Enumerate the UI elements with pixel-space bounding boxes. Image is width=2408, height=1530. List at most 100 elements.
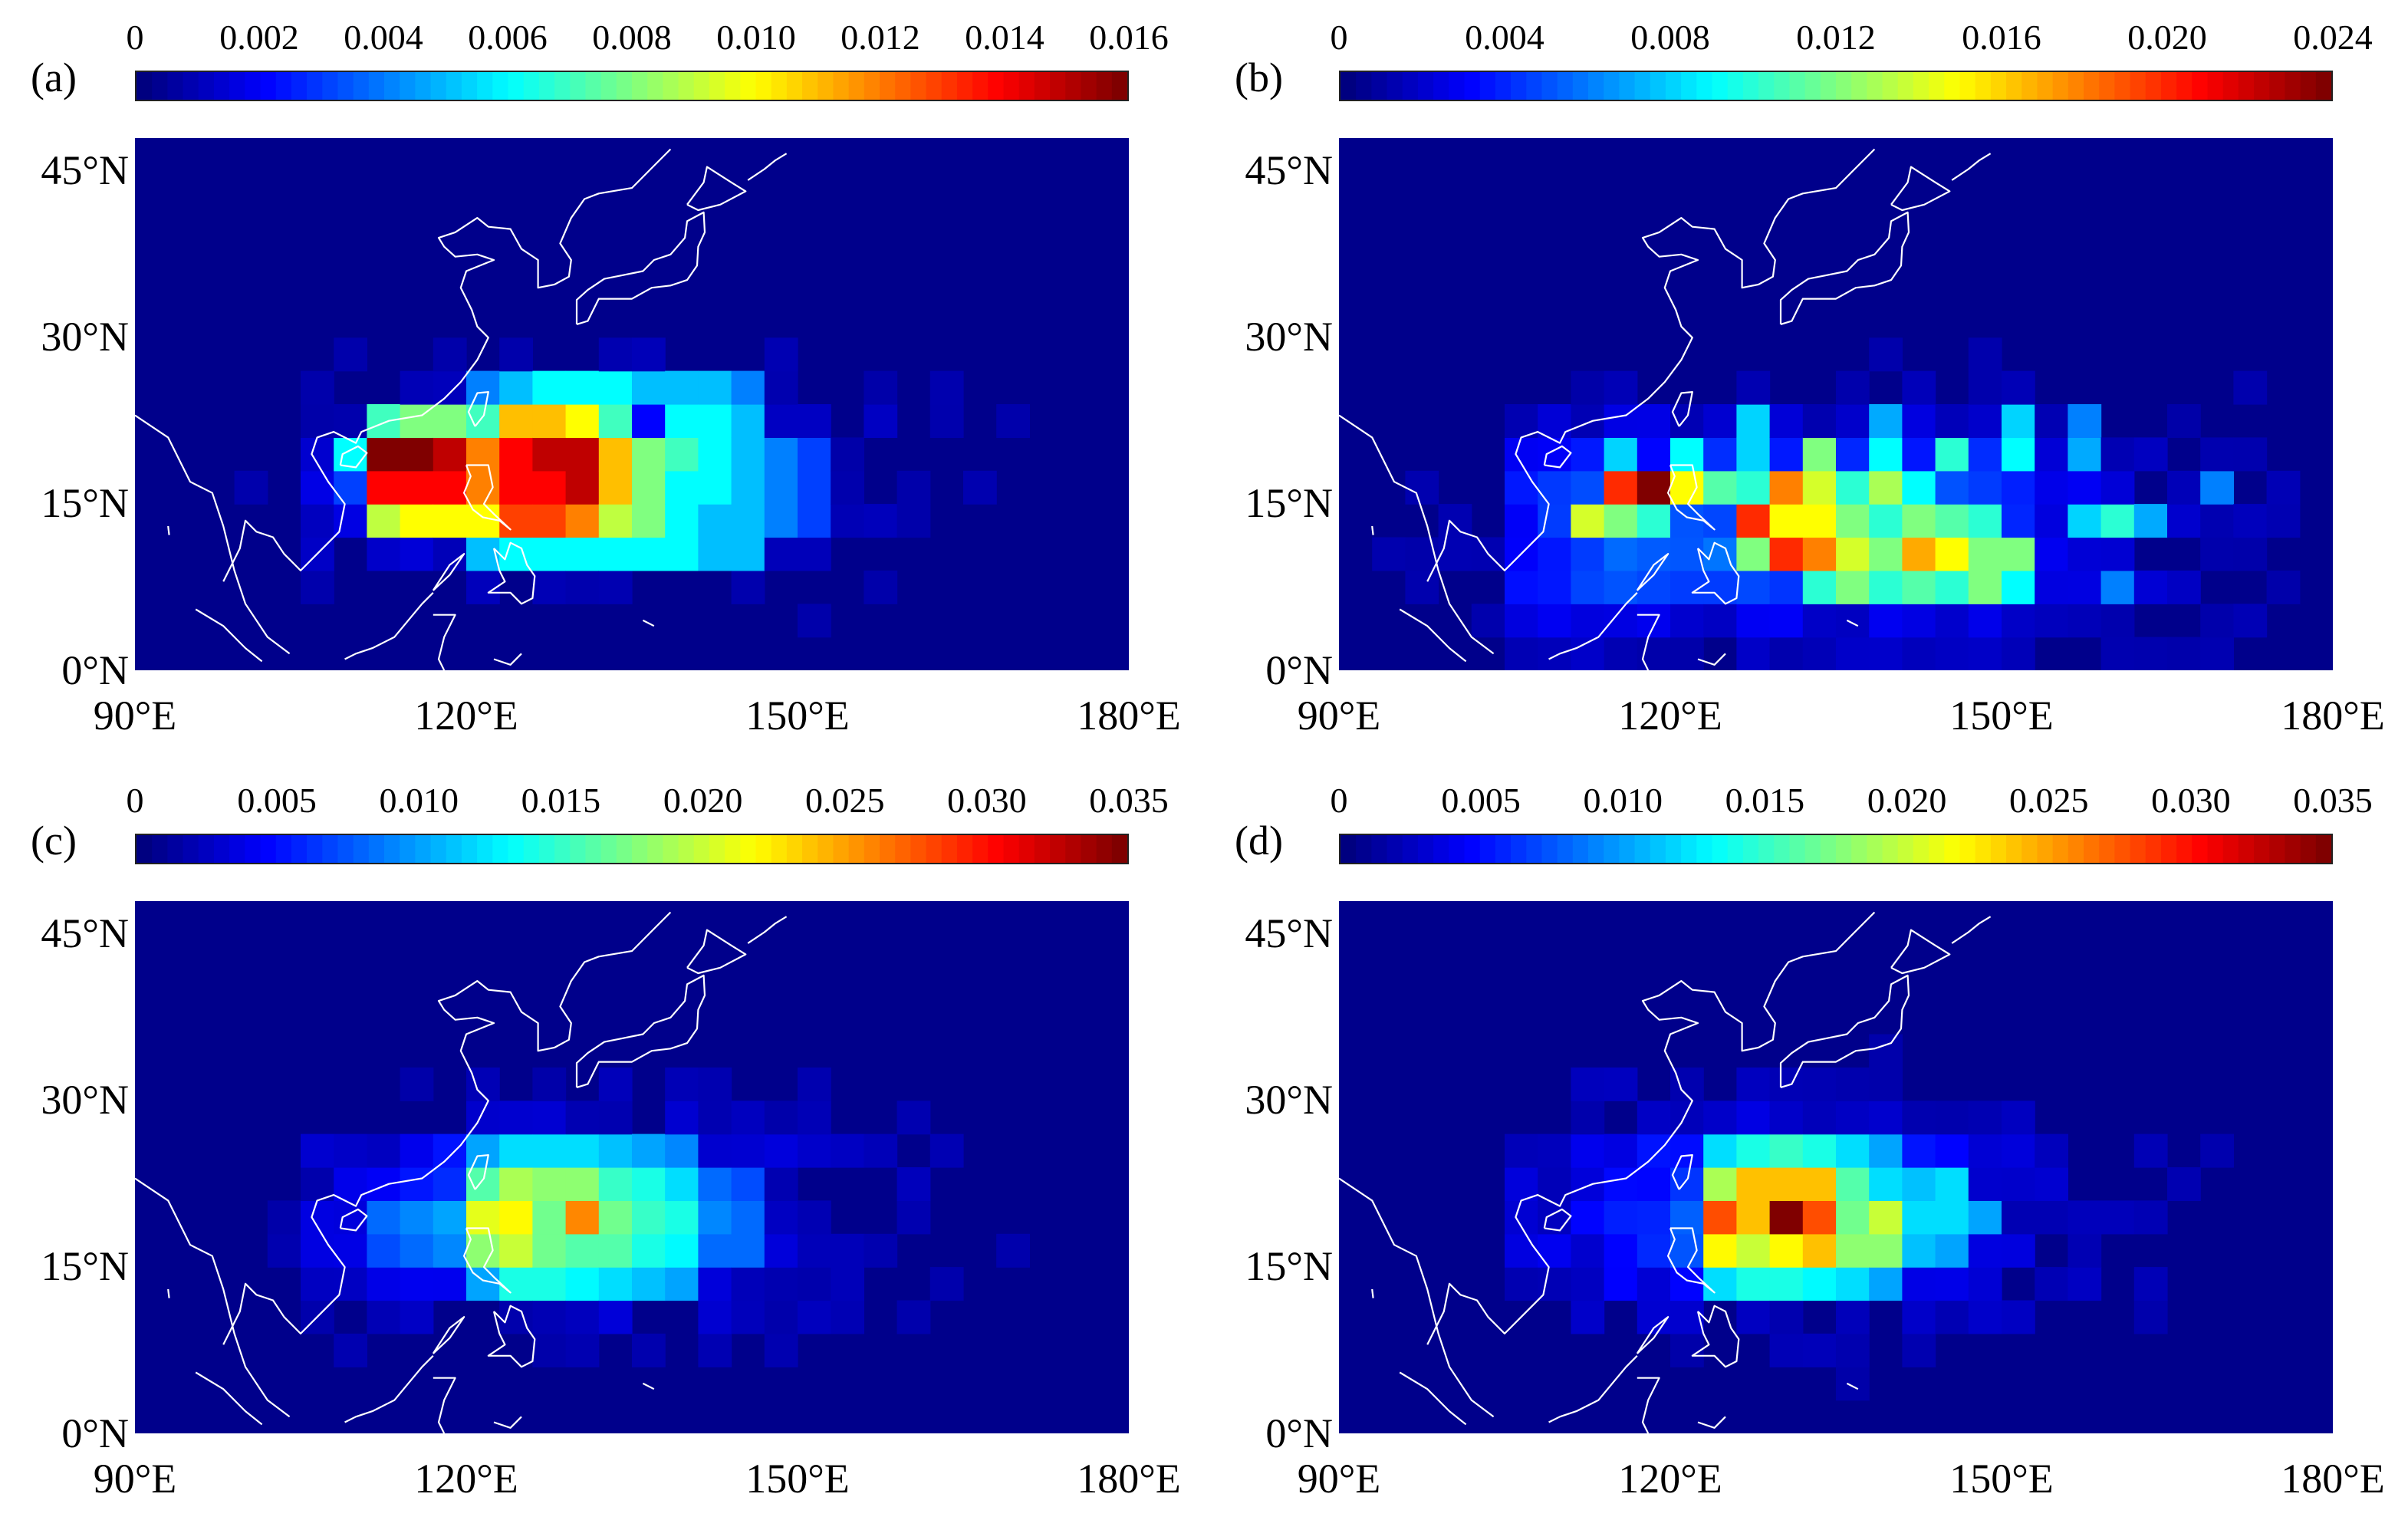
heatmap-cell bbox=[598, 504, 633, 538]
colorbar-swatch bbox=[926, 835, 942, 863]
colorbar-swatch bbox=[415, 835, 432, 863]
colorbar-swatch bbox=[1588, 72, 1605, 100]
colorbar-swatch bbox=[461, 835, 479, 863]
colorbar-swatch bbox=[1356, 835, 1373, 863]
coastline bbox=[1399, 1371, 1467, 1426]
colorbar-swatch bbox=[307, 72, 324, 100]
heatmap-cell bbox=[1670, 437, 1704, 472]
colorbar-swatch bbox=[198, 835, 215, 863]
heatmap-cell bbox=[301, 1134, 334, 1168]
heatmap-cell bbox=[1802, 1267, 1837, 1301]
heatmap-cell bbox=[1736, 370, 1771, 405]
colorbar-swatch bbox=[2238, 72, 2255, 100]
heatmap-cell bbox=[1405, 570, 1439, 604]
heatmap-cell bbox=[532, 1267, 567, 1301]
heatmap-cell bbox=[1836, 537, 1870, 571]
heatmap-cell bbox=[1637, 570, 1671, 604]
colorbar-tick-label: 0.020 bbox=[2127, 18, 2207, 57]
colorbar-swatch bbox=[1665, 835, 1683, 863]
heatmap-cell bbox=[764, 404, 798, 438]
colorbar-swatch bbox=[1665, 72, 1683, 100]
heatmap-cell bbox=[1836, 1333, 1870, 1367]
heatmap-cell bbox=[1670, 1101, 1704, 1135]
colorbar-swatch bbox=[322, 835, 339, 863]
colorbar-swatch bbox=[2207, 835, 2224, 863]
heatmap-cell bbox=[400, 1300, 434, 1334]
heatmap-cell bbox=[466, 1167, 500, 1201]
colorbar-swatch bbox=[941, 835, 958, 863]
heatmap-cell bbox=[1968, 1233, 2002, 1268]
heatmap-cell bbox=[665, 1167, 699, 1201]
heatmap-cell bbox=[1935, 570, 1969, 604]
heatmap-cell bbox=[1505, 470, 1538, 505]
heatmap-cell bbox=[301, 437, 334, 472]
colorbar-swatch bbox=[368, 835, 386, 863]
heatmap-cell bbox=[1505, 1134, 1538, 1168]
heatmap-cell bbox=[367, 504, 401, 538]
heatmap-cell bbox=[466, 1233, 500, 1268]
heatmap-cell bbox=[1869, 1034, 1903, 1068]
heatmap-cell bbox=[1637, 470, 1671, 505]
heatmap-cell bbox=[1604, 1067, 1638, 1101]
colorbar-tick-label: 0.008 bbox=[1630, 18, 1710, 57]
heatmap-cell bbox=[301, 570, 334, 604]
colorbar-tick-label: 0.025 bbox=[804, 781, 885, 820]
heatmap-cell bbox=[367, 404, 401, 438]
colorbar-swatch bbox=[2052, 72, 2069, 100]
heatmap-cell bbox=[499, 404, 533, 438]
colorbar-swatch bbox=[1511, 835, 1528, 863]
heatmap-cell bbox=[1571, 1267, 1605, 1301]
colorbar-swatch bbox=[1371, 835, 1388, 863]
colorbar-swatch bbox=[1096, 835, 1113, 863]
heatmap-cell bbox=[996, 1233, 1030, 1268]
heatmap-cell bbox=[2002, 537, 2035, 571]
heatmap-cell bbox=[1935, 470, 1969, 505]
heatmap-cell bbox=[731, 1200, 765, 1235]
heatmap-cell bbox=[301, 504, 334, 538]
heatmap-cell bbox=[1637, 604, 1671, 638]
heatmap-cell bbox=[2035, 404, 2068, 438]
heatmap-cell bbox=[1902, 1267, 1936, 1301]
heatmap-cell bbox=[1538, 1200, 1571, 1235]
coastline bbox=[463, 1227, 512, 1294]
heatmap-cell bbox=[532, 570, 567, 604]
heatmap-cell bbox=[1869, 1200, 1903, 1235]
heatmap-cell bbox=[896, 1101, 931, 1135]
heatmap-cell bbox=[632, 1333, 666, 1367]
heatmap-cell bbox=[798, 404, 831, 438]
heatmap-cell bbox=[1935, 1134, 1969, 1168]
colorbar-swatch bbox=[1820, 72, 1837, 100]
heatmap-cell bbox=[1869, 1233, 1903, 1268]
heatmap-cell bbox=[598, 370, 633, 405]
heatmap-cell bbox=[334, 437, 367, 472]
heatmap-cell bbox=[2133, 637, 2168, 670]
lon-label-180: 180°E bbox=[2281, 1456, 2385, 1502]
heatmap-cell bbox=[1637, 637, 1671, 670]
heatmap-plot bbox=[1339, 911, 2234, 1433]
colorbar-swatch bbox=[802, 72, 819, 100]
heatmap-cell bbox=[1769, 1300, 1804, 1334]
colorbar-swatch bbox=[1387, 835, 1403, 863]
heatmap-cell bbox=[2002, 370, 2035, 405]
heatmap-cell bbox=[2167, 470, 2201, 505]
colorbar-swatch bbox=[972, 72, 989, 100]
panel-label: (a) bbox=[31, 54, 77, 100]
heatmap-cell bbox=[1802, 504, 1837, 538]
heatmap-cell bbox=[532, 1167, 567, 1201]
colorbar-tick-label: 0.025 bbox=[2008, 781, 2089, 820]
colorbar-swatch bbox=[802, 835, 819, 863]
colorbar-ticks: 0 0.005 0.010 0.015 0.020 0.025 0.030 0.035 bbox=[1331, 780, 2373, 826]
colorbar-swatch bbox=[477, 72, 494, 100]
heatmap-cell bbox=[2068, 537, 2102, 571]
colorbar-swatch bbox=[2285, 72, 2301, 100]
coastline bbox=[1779, 974, 1910, 1088]
colorbar-gradient bbox=[137, 72, 1127, 100]
heatmap-cell bbox=[433, 470, 467, 505]
heatmap-cell bbox=[2200, 537, 2234, 571]
heatmap-cell bbox=[1736, 1101, 1771, 1135]
heatmap-cell bbox=[1736, 1233, 1771, 1268]
heatmap-plot bbox=[135, 148, 1030, 670]
heatmap-cell bbox=[598, 437, 633, 472]
heatmap-cell bbox=[2133, 1267, 2168, 1301]
colorbar-swatch bbox=[384, 835, 401, 863]
